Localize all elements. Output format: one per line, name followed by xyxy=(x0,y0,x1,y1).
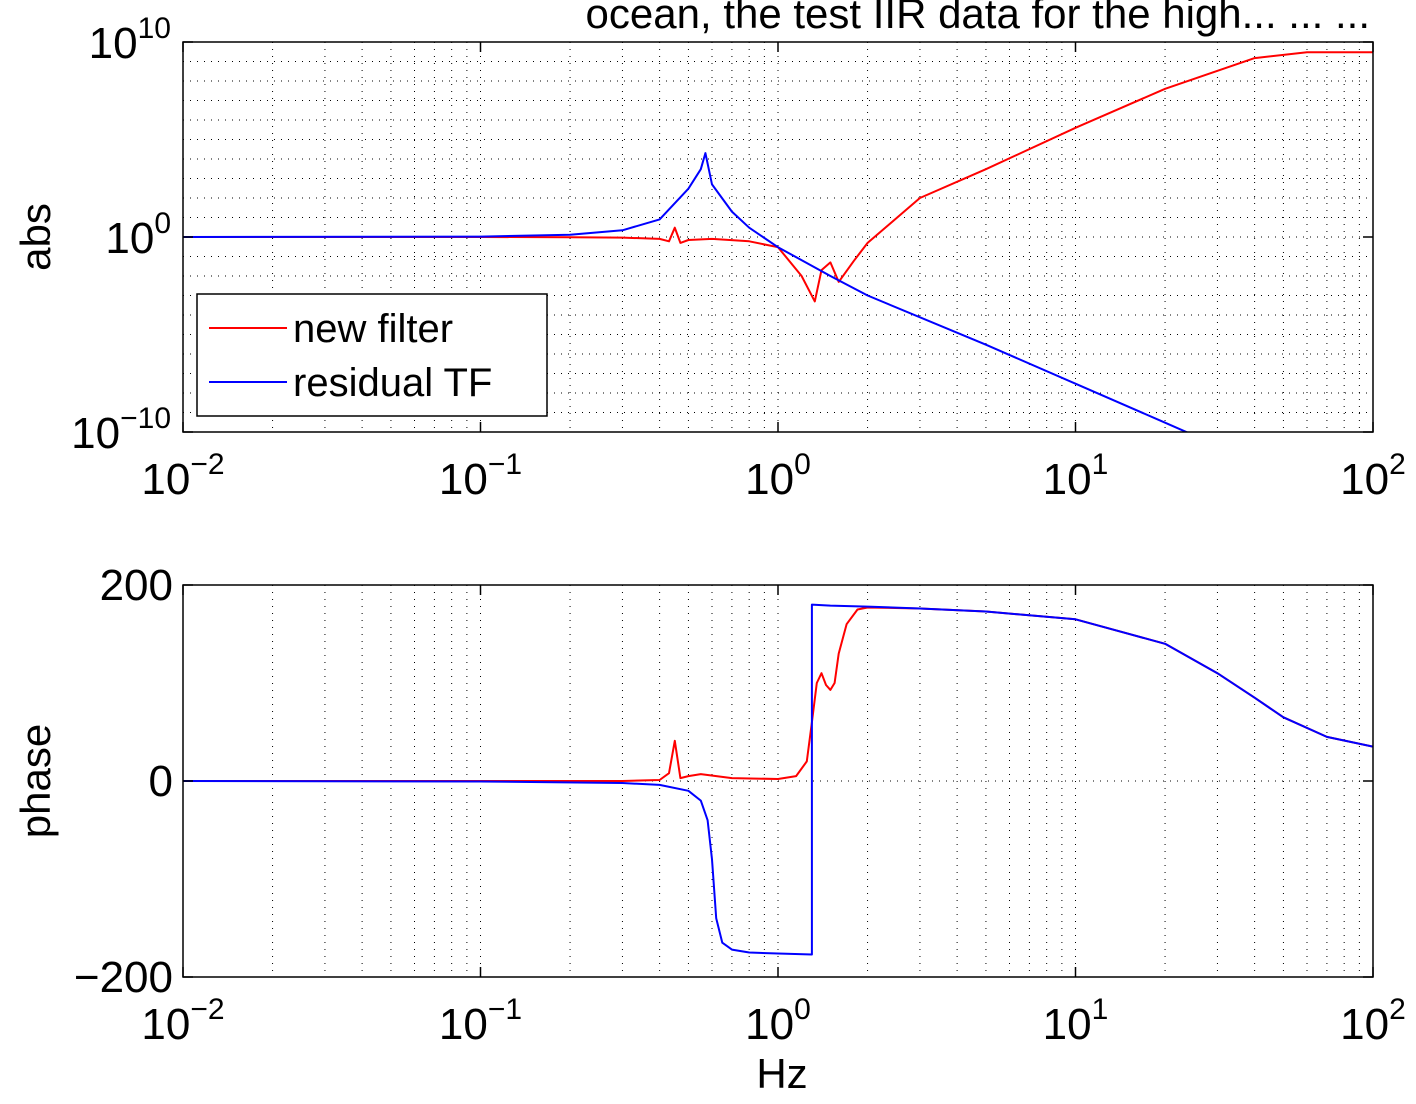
y-tick-label: 1010 xyxy=(89,12,171,68)
series-line-new-filter xyxy=(183,51,1373,303)
y-tick-label: 100 xyxy=(105,207,171,263)
y-axis-label: abs xyxy=(12,203,59,271)
x-tick-label: 100 xyxy=(745,993,811,1049)
y-tick-label: −200 xyxy=(74,953,173,1002)
y-axis-label: phase xyxy=(12,724,59,838)
x-tick-label: 100 xyxy=(745,448,811,504)
x-tick-label: 10−1 xyxy=(439,448,522,504)
x-axis-label: Hz xyxy=(756,1050,807,1097)
x-tick-label: 10−2 xyxy=(141,448,224,504)
y-tick-label: 200 xyxy=(100,561,173,610)
x-tick-label: 101 xyxy=(1043,448,1109,504)
x-tick-label: 102 xyxy=(1340,993,1406,1049)
y-tick-label: 0 xyxy=(149,757,173,806)
subplot-phase: 10−2 10−1 100 101 102 −200 0 200 phase Hz xyxy=(12,561,1406,1097)
x-tick-label: 102 xyxy=(1340,448,1406,504)
x-tick-label: 101 xyxy=(1043,993,1109,1049)
x-tick-label: 10−1 xyxy=(439,993,522,1049)
figure-title-fragment: ocean, the test IIR data for the high...… xyxy=(586,0,1370,37)
y-tick-label: 10−10 xyxy=(71,402,171,458)
series-line-residual-tf xyxy=(183,603,1373,956)
legend-box xyxy=(196,293,548,417)
legend-label-new-filter: new filter xyxy=(293,307,453,351)
legend-label-residual-tf: residual TF xyxy=(293,361,492,405)
x-tick-label: 10−2 xyxy=(141,993,224,1049)
legend: new filter residual TF xyxy=(196,293,548,417)
series-line-residual-tf xyxy=(183,152,1189,432)
subplot-magnitude: 10−2 10−1 100 101 102 10−10 100 1010 abs new filt… xyxy=(12,12,1406,504)
